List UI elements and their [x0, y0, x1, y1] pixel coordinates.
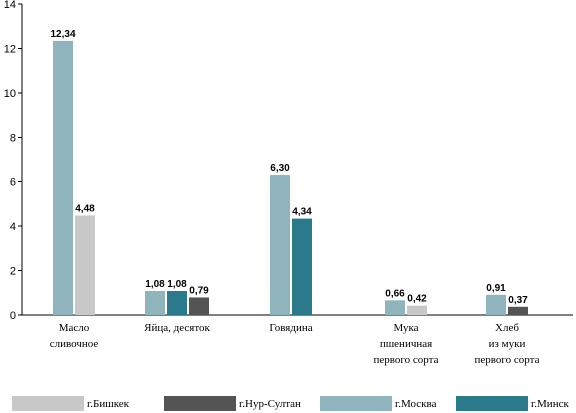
data-label: 1,08	[167, 279, 187, 290]
bar	[75, 215, 95, 315]
category-label: Масло	[59, 322, 90, 334]
legend-label: г.Минск	[531, 398, 569, 410]
legend-swatch	[12, 396, 84, 411]
legend-item: г.Бишкек	[12, 396, 130, 411]
data-label: 4,48	[75, 203, 95, 214]
legend-label: г.Нур-Султан	[239, 398, 301, 410]
bar	[145, 291, 165, 315]
bar-group: 0,66 0,42	[385, 288, 427, 315]
data-label: 6,30	[270, 163, 290, 174]
data-label: 0,91	[486, 283, 506, 294]
data-label: 1,08	[145, 279, 165, 290]
bar	[486, 294, 506, 315]
bar-group: 1,08 1,080,79	[145, 279, 209, 315]
category-label: пшеничная	[380, 338, 432, 350]
legend-swatch	[456, 396, 528, 411]
category-label: Говядина	[269, 322, 312, 334]
bar	[53, 40, 73, 316]
category-label: Хлеб	[495, 322, 519, 334]
legend-item: г.Минск	[456, 396, 569, 411]
legend-label: г.Москва	[395, 398, 437, 410]
category-label: первого сорта	[475, 354, 540, 366]
category-labels: Масло сливочное Яйца, десяток Говядина Мука п…	[50, 322, 540, 366]
data-label: 0,37	[508, 295, 528, 306]
bar-groups: 12,344,481,08 1,080,796,304,340,66 0,420,9…	[50, 29, 528, 316]
bar-group: 6,30 4,34	[270, 163, 312, 315]
bar-group: 12,34 4,48	[50, 29, 95, 316]
bar	[385, 300, 405, 315]
data-label: 4,34	[292, 207, 312, 218]
y-axis: 0 2 4 6 8 10 12 14	[4, 0, 23, 322]
legend-swatch	[320, 396, 392, 411]
bar-group: 0,910,37	[486, 283, 528, 315]
y-tick-label: 10	[4, 88, 16, 100]
legend-item: г.Нур-Султан	[164, 396, 301, 411]
bar	[189, 297, 209, 315]
legend-swatch	[164, 396, 236, 411]
category-label: из муки	[489, 338, 526, 350]
category-label: первого сорта	[374, 354, 439, 366]
y-tick-label: 6	[10, 177, 16, 189]
legend: г.Бишкек г.Нур-Султан г.Москва г.Минск	[12, 396, 569, 411]
category-label: Мука	[393, 322, 418, 334]
y-tick-label: 12	[4, 43, 16, 55]
bar	[508, 306, 528, 315]
category-label: Яйца, десяток	[144, 322, 210, 334]
y-tick-label: 14	[4, 0, 16, 11]
bar	[167, 291, 187, 315]
data-label: 0,42	[407, 294, 427, 305]
bar	[407, 305, 427, 315]
bar	[270, 175, 290, 315]
data-label: 0,79	[189, 285, 209, 296]
y-tick-label: 2	[10, 266, 16, 278]
y-tick-label: 4	[10, 221, 16, 233]
y-tick-label: 0	[10, 310, 16, 322]
legend-item: г.Москва	[320, 396, 437, 411]
data-label: 0,66	[385, 288, 405, 299]
legend-label: г.Бишкек	[87, 398, 130, 410]
bar	[292, 218, 312, 315]
category-label: сливочное	[50, 338, 99, 350]
data-label: 12,34	[50, 29, 75, 40]
y-tick-label: 8	[10, 132, 16, 144]
